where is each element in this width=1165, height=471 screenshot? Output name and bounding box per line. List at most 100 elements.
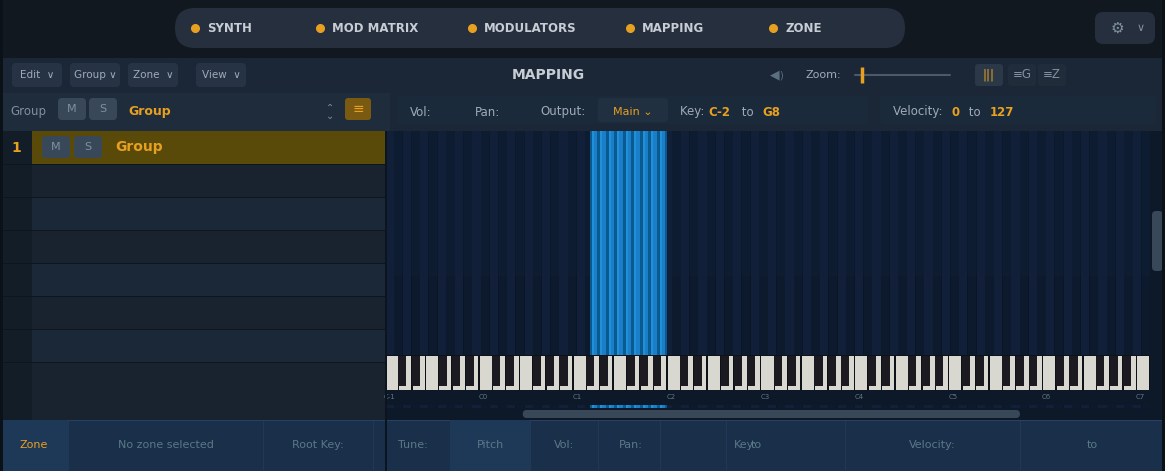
Bar (0, 93, 1165, 131)
Text: C2: C2 (666, 394, 676, 400)
Bar (698, 131, 707, 421)
FancyBboxPatch shape (12, 63, 62, 87)
Bar (31, 362, 384, 395)
Text: C0: C0 (479, 394, 488, 400)
Bar (0, 362, 31, 395)
Bar (922, 356, 930, 386)
Bar (506, 356, 514, 386)
Bar (841, 356, 849, 386)
Bar (0, 263, 31, 296)
Bar (640, 356, 648, 386)
Bar (882, 356, 890, 386)
Bar (836, 131, 846, 421)
Bar (394, 131, 402, 421)
Bar (651, 131, 657, 421)
FancyBboxPatch shape (196, 63, 246, 87)
Bar (1046, 131, 1054, 421)
Bar (600, 131, 602, 421)
Bar (1011, 131, 1019, 421)
Bar (628, 131, 637, 421)
Text: ⌃: ⌃ (326, 103, 334, 113)
Bar (989, 356, 1002, 403)
Bar (1003, 356, 1015, 403)
Bar (967, 131, 976, 421)
Bar (1124, 356, 1136, 403)
Bar (586, 356, 594, 386)
FancyBboxPatch shape (70, 63, 120, 87)
Bar (0, 263, 384, 264)
Bar (617, 131, 619, 421)
Bar (587, 356, 599, 403)
Bar (1037, 131, 1046, 421)
Bar (546, 356, 559, 403)
Bar (384, 131, 1150, 421)
Bar (0, 93, 390, 131)
Text: Main ⌄: Main ⌄ (613, 107, 652, 117)
Text: Vol:: Vol: (553, 440, 574, 450)
Text: Key:: Key: (734, 440, 756, 450)
Bar (634, 131, 636, 421)
Bar (524, 131, 532, 421)
Bar (655, 131, 663, 421)
Bar (600, 356, 608, 386)
Bar (617, 131, 622, 421)
Bar (0, 131, 384, 421)
Bar (1054, 131, 1064, 421)
Bar (626, 131, 631, 421)
Bar (1132, 131, 1142, 421)
Bar (489, 131, 497, 421)
Bar (560, 356, 572, 403)
Text: ≡Z: ≡Z (1043, 68, 1061, 81)
Bar (949, 131, 959, 421)
Bar (828, 356, 836, 386)
Text: ): ) (779, 70, 783, 80)
Bar (1002, 131, 1011, 421)
Bar (882, 356, 895, 403)
Bar (550, 131, 559, 421)
Text: MOD MATRIX: MOD MATRIX (332, 22, 418, 34)
Bar (775, 356, 786, 403)
Bar (659, 131, 665, 421)
Bar (384, 408, 1150, 420)
Bar (1110, 356, 1122, 403)
Text: Velocity:: Velocity: (909, 440, 955, 450)
Bar (384, 390, 1150, 405)
Bar (811, 131, 820, 421)
Bar (659, 131, 662, 421)
Bar (680, 356, 689, 386)
Text: C7: C7 (1136, 394, 1145, 400)
Text: ◀: ◀ (770, 68, 779, 81)
Bar (863, 131, 871, 421)
Bar (762, 356, 774, 403)
Bar (384, 131, 387, 471)
Bar (0, 164, 384, 165)
Text: C-2: C-2 (708, 106, 730, 119)
Bar (814, 356, 822, 386)
Bar (0, 296, 384, 297)
Bar (411, 131, 419, 421)
Text: Group: Group (10, 106, 45, 119)
Bar (720, 356, 728, 386)
Bar (1080, 131, 1089, 421)
Text: Zoom:: Zoom: (805, 70, 841, 80)
FancyBboxPatch shape (668, 96, 868, 124)
Bar (871, 131, 881, 421)
Bar (507, 131, 515, 421)
Text: G8: G8 (762, 106, 781, 119)
FancyBboxPatch shape (345, 98, 370, 120)
Bar (828, 131, 836, 421)
Bar (634, 131, 640, 421)
Bar (1030, 356, 1042, 403)
Bar (1097, 356, 1109, 403)
Bar (1096, 356, 1104, 386)
Text: 127: 127 (990, 106, 1015, 119)
Bar (450, 420, 530, 471)
Text: MAPPING: MAPPING (642, 22, 705, 34)
Bar (559, 356, 567, 386)
FancyBboxPatch shape (58, 98, 86, 120)
Bar (1057, 356, 1068, 403)
Text: 0: 0 (951, 106, 959, 119)
Bar (768, 131, 776, 421)
Text: ZONE: ZONE (785, 22, 821, 34)
Text: SYNTH: SYNTH (207, 22, 252, 34)
